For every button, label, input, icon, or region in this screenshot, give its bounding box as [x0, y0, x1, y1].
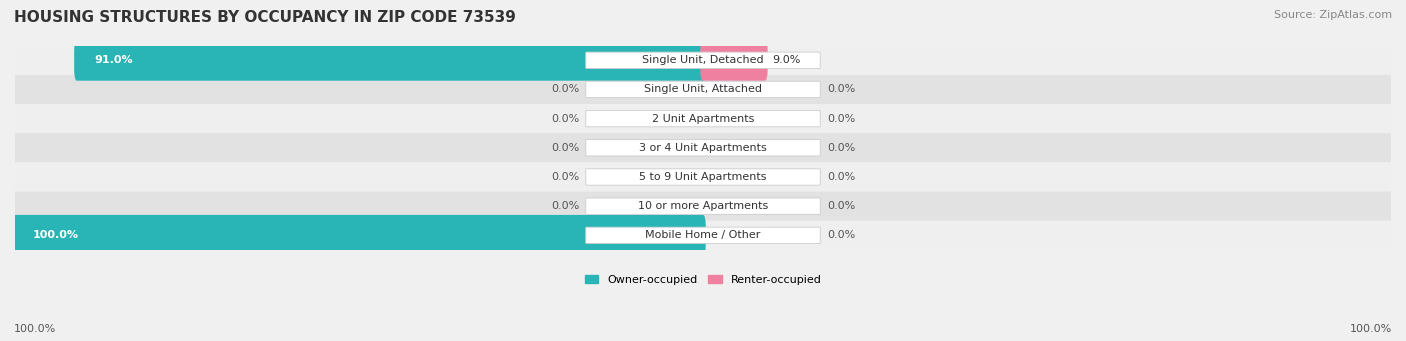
Text: 0.0%: 0.0%: [827, 85, 855, 94]
FancyBboxPatch shape: [586, 227, 820, 243]
FancyBboxPatch shape: [15, 75, 1391, 104]
FancyBboxPatch shape: [586, 81, 820, 98]
FancyBboxPatch shape: [586, 169, 820, 185]
Text: 0.0%: 0.0%: [551, 85, 579, 94]
Text: 0.0%: 0.0%: [827, 201, 855, 211]
Text: 100.0%: 100.0%: [32, 230, 79, 240]
Text: 0.0%: 0.0%: [827, 114, 855, 124]
Text: Single Unit, Detached: Single Unit, Detached: [643, 55, 763, 65]
FancyBboxPatch shape: [586, 110, 820, 127]
FancyBboxPatch shape: [15, 46, 1391, 75]
Text: 0.0%: 0.0%: [551, 201, 579, 211]
Text: 0.0%: 0.0%: [551, 172, 579, 182]
Text: 0.0%: 0.0%: [827, 230, 855, 240]
Text: Source: ZipAtlas.com: Source: ZipAtlas.com: [1274, 10, 1392, 20]
FancyBboxPatch shape: [586, 198, 820, 214]
Text: Mobile Home / Other: Mobile Home / Other: [645, 230, 761, 240]
Text: 0.0%: 0.0%: [827, 172, 855, 182]
Text: 0.0%: 0.0%: [827, 143, 855, 153]
FancyBboxPatch shape: [15, 192, 1391, 221]
Legend: Owner-occupied, Renter-occupied: Owner-occupied, Renter-occupied: [581, 270, 825, 289]
Text: 91.0%: 91.0%: [94, 55, 132, 65]
Text: 100.0%: 100.0%: [14, 324, 56, 334]
Text: Single Unit, Attached: Single Unit, Attached: [644, 85, 762, 94]
FancyBboxPatch shape: [13, 215, 706, 256]
Text: 2 Unit Apartments: 2 Unit Apartments: [652, 114, 754, 124]
FancyBboxPatch shape: [15, 162, 1391, 192]
Text: 0.0%: 0.0%: [551, 114, 579, 124]
Text: 10 or more Apartments: 10 or more Apartments: [638, 201, 768, 211]
FancyBboxPatch shape: [586, 52, 820, 69]
FancyBboxPatch shape: [700, 40, 768, 81]
Text: 0.0%: 0.0%: [551, 143, 579, 153]
Text: 5 to 9 Unit Apartments: 5 to 9 Unit Apartments: [640, 172, 766, 182]
FancyBboxPatch shape: [15, 104, 1391, 133]
Text: 100.0%: 100.0%: [1350, 324, 1392, 334]
FancyBboxPatch shape: [15, 133, 1391, 162]
Text: 3 or 4 Unit Apartments: 3 or 4 Unit Apartments: [640, 143, 766, 153]
FancyBboxPatch shape: [75, 40, 706, 81]
FancyBboxPatch shape: [586, 139, 820, 156]
FancyBboxPatch shape: [15, 221, 1391, 250]
Text: HOUSING STRUCTURES BY OCCUPANCY IN ZIP CODE 73539: HOUSING STRUCTURES BY OCCUPANCY IN ZIP C…: [14, 10, 516, 25]
Text: 9.0%: 9.0%: [772, 55, 800, 65]
